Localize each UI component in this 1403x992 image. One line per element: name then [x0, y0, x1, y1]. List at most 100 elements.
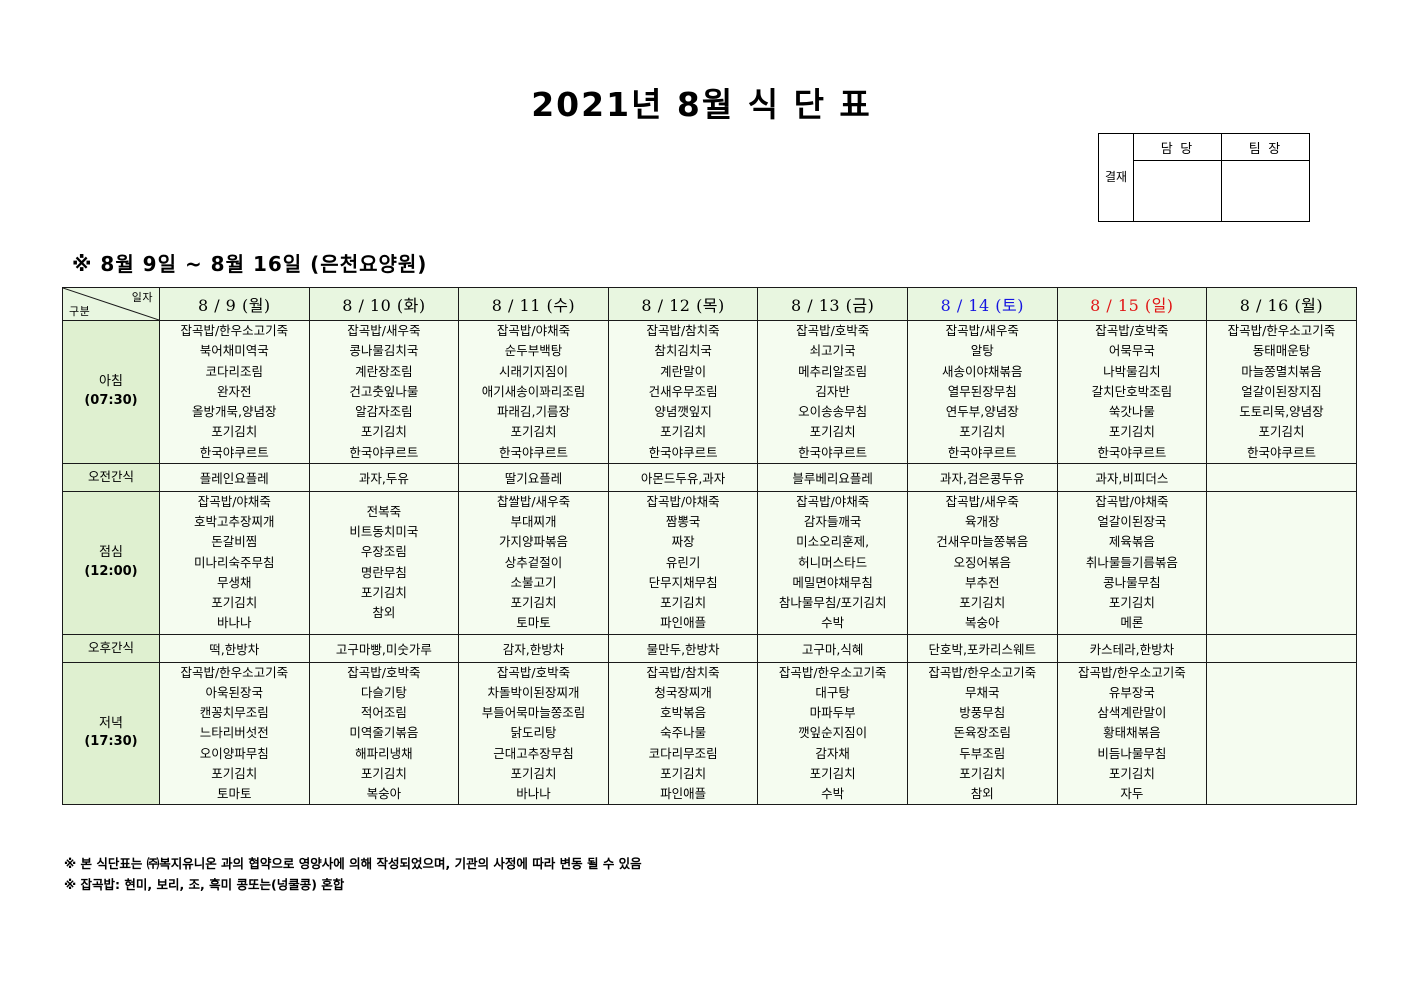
meal-cell-r1-c5[interactable]: 과자,검은콩두유: [906, 462, 1058, 492]
dish-item: 연두부,양념장: [945, 404, 1019, 419]
meal-cell-r4-c1[interactable]: 잡곡밥/호박죽 다슬기탕 적어조림 미역줄기볶음 해파리냉채 포기김치 복숭아: [308, 661, 460, 806]
dish-item: 수박: [821, 615, 845, 631]
dish-item: 양념깻잎지: [654, 404, 712, 419]
meal-cell-r3-c4[interactable]: 고구마,식혜: [757, 633, 908, 663]
meal-cell-r3-c7[interactable]: [1206, 633, 1357, 663]
meal-cell-r1-c3[interactable]: 아몬드두유,과자: [607, 462, 759, 492]
dish-item: 메밀면야채무침: [792, 574, 873, 590]
meal-cell-r4-c0[interactable]: 잡곡밥/한우소고기죽 아욱된장국 캔꽁치무조림 느타리버섯전 오이양파무침 포기김치 토마토: [159, 661, 310, 806]
dish-item: 쑥갓나물: [1108, 404, 1155, 419]
dish-item: 전복죽: [366, 503, 402, 519]
approval-signature-manager[interactable]: [1133, 160, 1222, 222]
meal-cell-r4-c4[interactable]: 잡곡밥/한우소고기죽 대구탕 마파두부 깻잎순지짐이 감자채 포기김치 수박: [757, 661, 908, 806]
meal-cell-r0-c2[interactable]: 잡곡밥/야채죽 순두부백탕 시래기지짐이 애기새송이꽈리조림 파래김,기름장 포기김치 한국…: [458, 320, 609, 464]
dish-item: 유린기: [665, 554, 701, 570]
dish-item: 수박: [821, 786, 845, 801]
meal-row-time: (17:30): [84, 734, 138, 750]
dish-item: 돈육장조림: [953, 725, 1012, 741]
meal-cell-r4-c2[interactable]: 잡곡밥/호박죽 차돌박이된장찌개 부들어묵마늘쫑조림 닭도리탕 근대고추장무침 포기김치 바…: [458, 661, 609, 806]
dish-item: 얼갈이된장국: [1097, 514, 1167, 529]
dish-item: 계란말이: [660, 363, 707, 379]
meal-cell-r0-c5[interactable]: 잡곡밥/새우죽 알탕 새송이야채볶음 열무된장무침 연두부,양념장 포기김치 한국야쿠르트: [906, 320, 1058, 464]
approval-signature-team-leader[interactable]: [1221, 160, 1310, 222]
dish-item: 참나물무침/포기김치: [778, 595, 887, 610]
meal-cell-r2-c1[interactable]: 전복죽 비트동치미국 우장조림 명란무침 포기김치 참외: [308, 490, 460, 635]
meal-cell-r4-c6[interactable]: 잡곡밥/한우소고기죽 유부장국 삼색계란말이 황태채볶음 비듬나물무침 포기김치 자두: [1056, 661, 1208, 806]
dish-item: 한국야쿠르트: [798, 444, 868, 460]
meal-cell-r3-c1[interactable]: 고구마빵,미숫가루: [308, 633, 460, 663]
dish-item: 복숭아: [366, 786, 402, 801]
meal-row-time: (12:00): [84, 563, 138, 579]
meal-cell-r1-c7[interactable]: [1206, 462, 1357, 492]
meal-cell-r3-c3[interactable]: 물만두,한방차: [607, 633, 759, 663]
dish-item: 동태매운탕: [1252, 343, 1311, 359]
meal-cell-r2-c5[interactable]: 잡곡밥/새우죽 육개장 건새우마늘쫑볶음 오징어볶음 부추전 포기김치 복숭아: [906, 490, 1058, 635]
meal-cell-r1-c2[interactable]: 딸기요플레: [458, 462, 609, 492]
dish-item: 포기김치: [660, 765, 707, 781]
meal-cell-r3-c6[interactable]: 카스테라,한방차: [1056, 633, 1208, 663]
dish-item: 한국야쿠르트: [1246, 444, 1316, 460]
dish-item: 참외: [372, 605, 396, 621]
dish-item: 포기김치: [360, 424, 407, 440]
meal-row-label-3: 오후간식: [62, 633, 160, 663]
dish-item: 캔꽁치무조림: [199, 705, 269, 720]
meal-cell-r0-c1[interactable]: 잡곡밥/새우죽 콩나물김치국 계란장조림 건고춧잎나물 알감자조림 포기김치 한국야쿠르트: [308, 320, 460, 464]
corner-kind-label: 구분: [69, 305, 91, 318]
dish-item: 잡곡밥/호박죽: [1095, 323, 1169, 338]
meal-cell-r4-c5[interactable]: 잡곡밥/한우소고기죽 무채국 방풍무침 돈육장조림 두부조림 포기김치 참외: [906, 661, 1058, 806]
dish-item: 무채국: [965, 684, 1000, 700]
dish-item: 잡곡밥/한우소고기죽: [180, 323, 289, 338]
dish-item: 근대고추장무침: [493, 745, 574, 761]
dish-item: 아욱된장국: [205, 684, 264, 700]
dish-item: 소불고기: [510, 574, 557, 590]
meal-cell-r0-c0[interactable]: 잡곡밥/한우소고기죽 북어채미역국 코다리조림 완자전 올방개묵,양념장 포기김치 한국야쿠…: [159, 320, 310, 464]
dish-item: 부추전: [965, 574, 1000, 590]
dish-item: 오이송송무침: [798, 404, 868, 419]
dish-item: 마파두부: [809, 705, 856, 720]
dish-item: 돈갈비찜: [211, 534, 258, 550]
meal-cell-r2-c4[interactable]: 잡곡밥/야채죽 감자들깨국 미소오리훈제, 허니머스타드 메밀면야채무침 참나물무침/포기…: [757, 490, 908, 635]
dish-item: 명란무침: [360, 564, 407, 580]
meal-cell-r2-c0[interactable]: 잡곡밥/야채죽 호박고추장찌개 돈갈비찜 미나리숙주무침 무생채 포기김치 바나나: [159, 490, 310, 635]
dish-item: 호박고추장찌개: [194, 514, 275, 529]
dish-item: 한국야쿠르트: [199, 444, 269, 460]
dish-item: 순두부백탕: [504, 343, 563, 359]
meal-cell-r2-c2[interactable]: 찹쌀밥/새우죽 부대찌개 가지양파볶음 상추겉절이 소불고기 포기김치 토마토: [458, 490, 609, 635]
dish-item: 바나나: [516, 786, 551, 801]
meal-row-4: 저녁 (17:30) 잡곡밥/한우소고기죽 아욱된장국 캔꽁치무조림 느타리버섯전 오이양파…: [62, 661, 1357, 806]
dish-item: 육개장: [965, 514, 1000, 529]
dish-item: 잡곡밥/호박죽: [796, 323, 870, 338]
meal-cell-r3-c0[interactable]: 떡,한방차: [159, 633, 310, 663]
meal-cell-r2-c3[interactable]: 잡곡밥/야채죽 짬뽕국 짜장 유린기 단무지채무침 포기김치 파인애플: [607, 490, 759, 635]
dish-item: 포기김치: [211, 595, 258, 610]
meal-cell-r2-c6[interactable]: 잡곡밥/야채죽 얼갈이된장국 제육볶음 취나물들기름볶음 콩나물무침 포기김치 메론: [1056, 490, 1208, 635]
dish-item: 파인애플: [660, 615, 707, 631]
meal-cell-r3-c5[interactable]: 단호박,포카리스웨트: [906, 633, 1058, 663]
meal-cell-r3-c2[interactable]: 감자,한방차: [458, 633, 609, 663]
dish-item: 올방개묵,양념장: [192, 404, 277, 419]
meal-cell-r4-c3[interactable]: 잡곡밥/참치죽 청국장찌개 호박볶음 숙주나물 코다리무조림 포기김치 파인애플: [607, 661, 759, 806]
page-title: 2021년 8월 식 단 표: [531, 85, 872, 124]
dish-item: 얼갈이된장지짐: [1241, 383, 1322, 399]
meal-cell-r0-c4[interactable]: 잡곡밥/호박죽 쇠고기국 메추리알조림 김자반 오이송송무침 포기김치 한국야쿠르트: [757, 320, 908, 464]
meal-cell-r1-c0[interactable]: 플레인요플레: [159, 462, 310, 492]
dish-item: 상추겉절이: [504, 554, 563, 570]
dish-item: 적어조림: [360, 705, 407, 720]
meal-cell-r2-c7[interactable]: [1206, 490, 1357, 635]
dish-item: 물만두,한방차: [646, 641, 720, 657]
meal-cell-r0-c3[interactable]: 잡곡밥/참치죽 참치김치국 계란말이 건새우무조림 양념깻잎지 포기김치 한국야쿠르트: [607, 320, 759, 464]
meal-cell-r4-c7[interactable]: [1206, 661, 1357, 806]
dish-item: 고구마,식혜: [801, 641, 864, 657]
dish-item: 아몬드두유,과자: [640, 470, 726, 486]
meal-cell-r0-c6[interactable]: 잡곡밥/호박죽 어묵무국 나박물김치 갈치단호박조림 쑥갓나물 포기김치 한국야쿠르트: [1056, 320, 1208, 464]
meal-cell-r1-c4[interactable]: 블루베리요플레: [757, 462, 908, 492]
dish-item: 토마토: [516, 615, 551, 631]
dish-item: 과자,비피더스: [1095, 470, 1169, 486]
diagonal-divider-icon: [63, 288, 159, 320]
dish-item: 잡곡밥/호박죽: [347, 664, 421, 680]
meal-cell-r1-c6[interactable]: 과자,비피더스: [1056, 462, 1208, 492]
meal-cell-r1-c1[interactable]: 과자,두유: [308, 462, 460, 492]
meal-cell-r0-c7[interactable]: 잡곡밥/한우소고기죽 동태매운탕 마늘쫑멸치볶음 얼갈이된장지짐 도토리묵,양념장 포기김…: [1206, 320, 1357, 464]
dish-item: 잡곡밥/한우소고기죽: [778, 664, 887, 680]
dish-item: 오징어볶음: [953, 554, 1012, 570]
